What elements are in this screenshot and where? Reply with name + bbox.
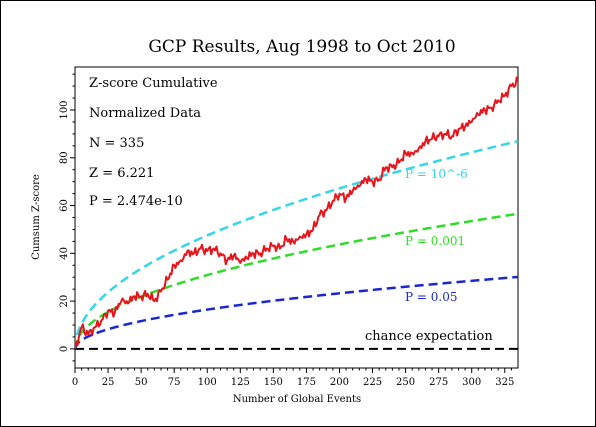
x-tick-label: 300 [462,377,481,388]
reference-curve-0 [75,139,518,350]
y-axis-label: Cumsum Z-score [31,174,42,260]
x-tick-label: 150 [264,377,283,388]
curve-label-1: P = 0.001 [405,234,465,248]
info-line-3: Z = 6.221 [89,166,154,181]
y-tick-label: 0 [59,346,70,352]
info-line-1: Normalized Data [89,106,201,121]
x-tick-label: 0 [72,377,78,388]
info-line-2: N = 335 [89,136,144,151]
x-tick-label: 75 [168,377,181,388]
x-tick-label: 100 [198,377,217,388]
x-tick-label: 225 [363,377,382,388]
curve-label-3: chance expectation [365,329,493,344]
reference-curve-1 [75,212,518,350]
x-tick-label: 50 [135,377,148,388]
y-tick-label: 80 [59,151,70,164]
x-tick-label: 175 [297,377,316,388]
annotation-layer: Z-score Cumulative Normalized Data N = 335… [89,76,493,344]
x-tick-label: 275 [429,377,448,388]
x-tick-label: 125 [231,377,250,388]
curve-label-2: P = 0.05 [405,290,457,304]
x-axis-label: Number of Global Events [233,394,361,405]
y-tick-label: 100 [59,100,70,119]
x-tick-label: 325 [495,377,514,388]
axis-layer: 0 25 50 75 100 125 150 175 200 225 250 275 300 325 0 20… [59,73,514,388]
series-layer [75,76,518,350]
info-line-4: P = 2.474e-10 [89,194,183,209]
chart-title: GCP Results, Aug 1998 to Oct 2010 [148,37,455,57]
y-tick-label: 20 [59,295,70,308]
curve-label-0: P = 10^-6 [405,167,468,181]
x-tick-label: 250 [396,377,415,388]
x-tick-label: 200 [330,377,349,388]
reference-curve-2 [75,275,518,350]
cumulative-series-0 [75,76,518,350]
y-tick-label: 60 [59,199,70,212]
info-line-0: Z-score Cumulative [89,76,218,91]
x-tick-label: 25 [102,377,115,388]
y-tick-label: 40 [59,247,70,260]
